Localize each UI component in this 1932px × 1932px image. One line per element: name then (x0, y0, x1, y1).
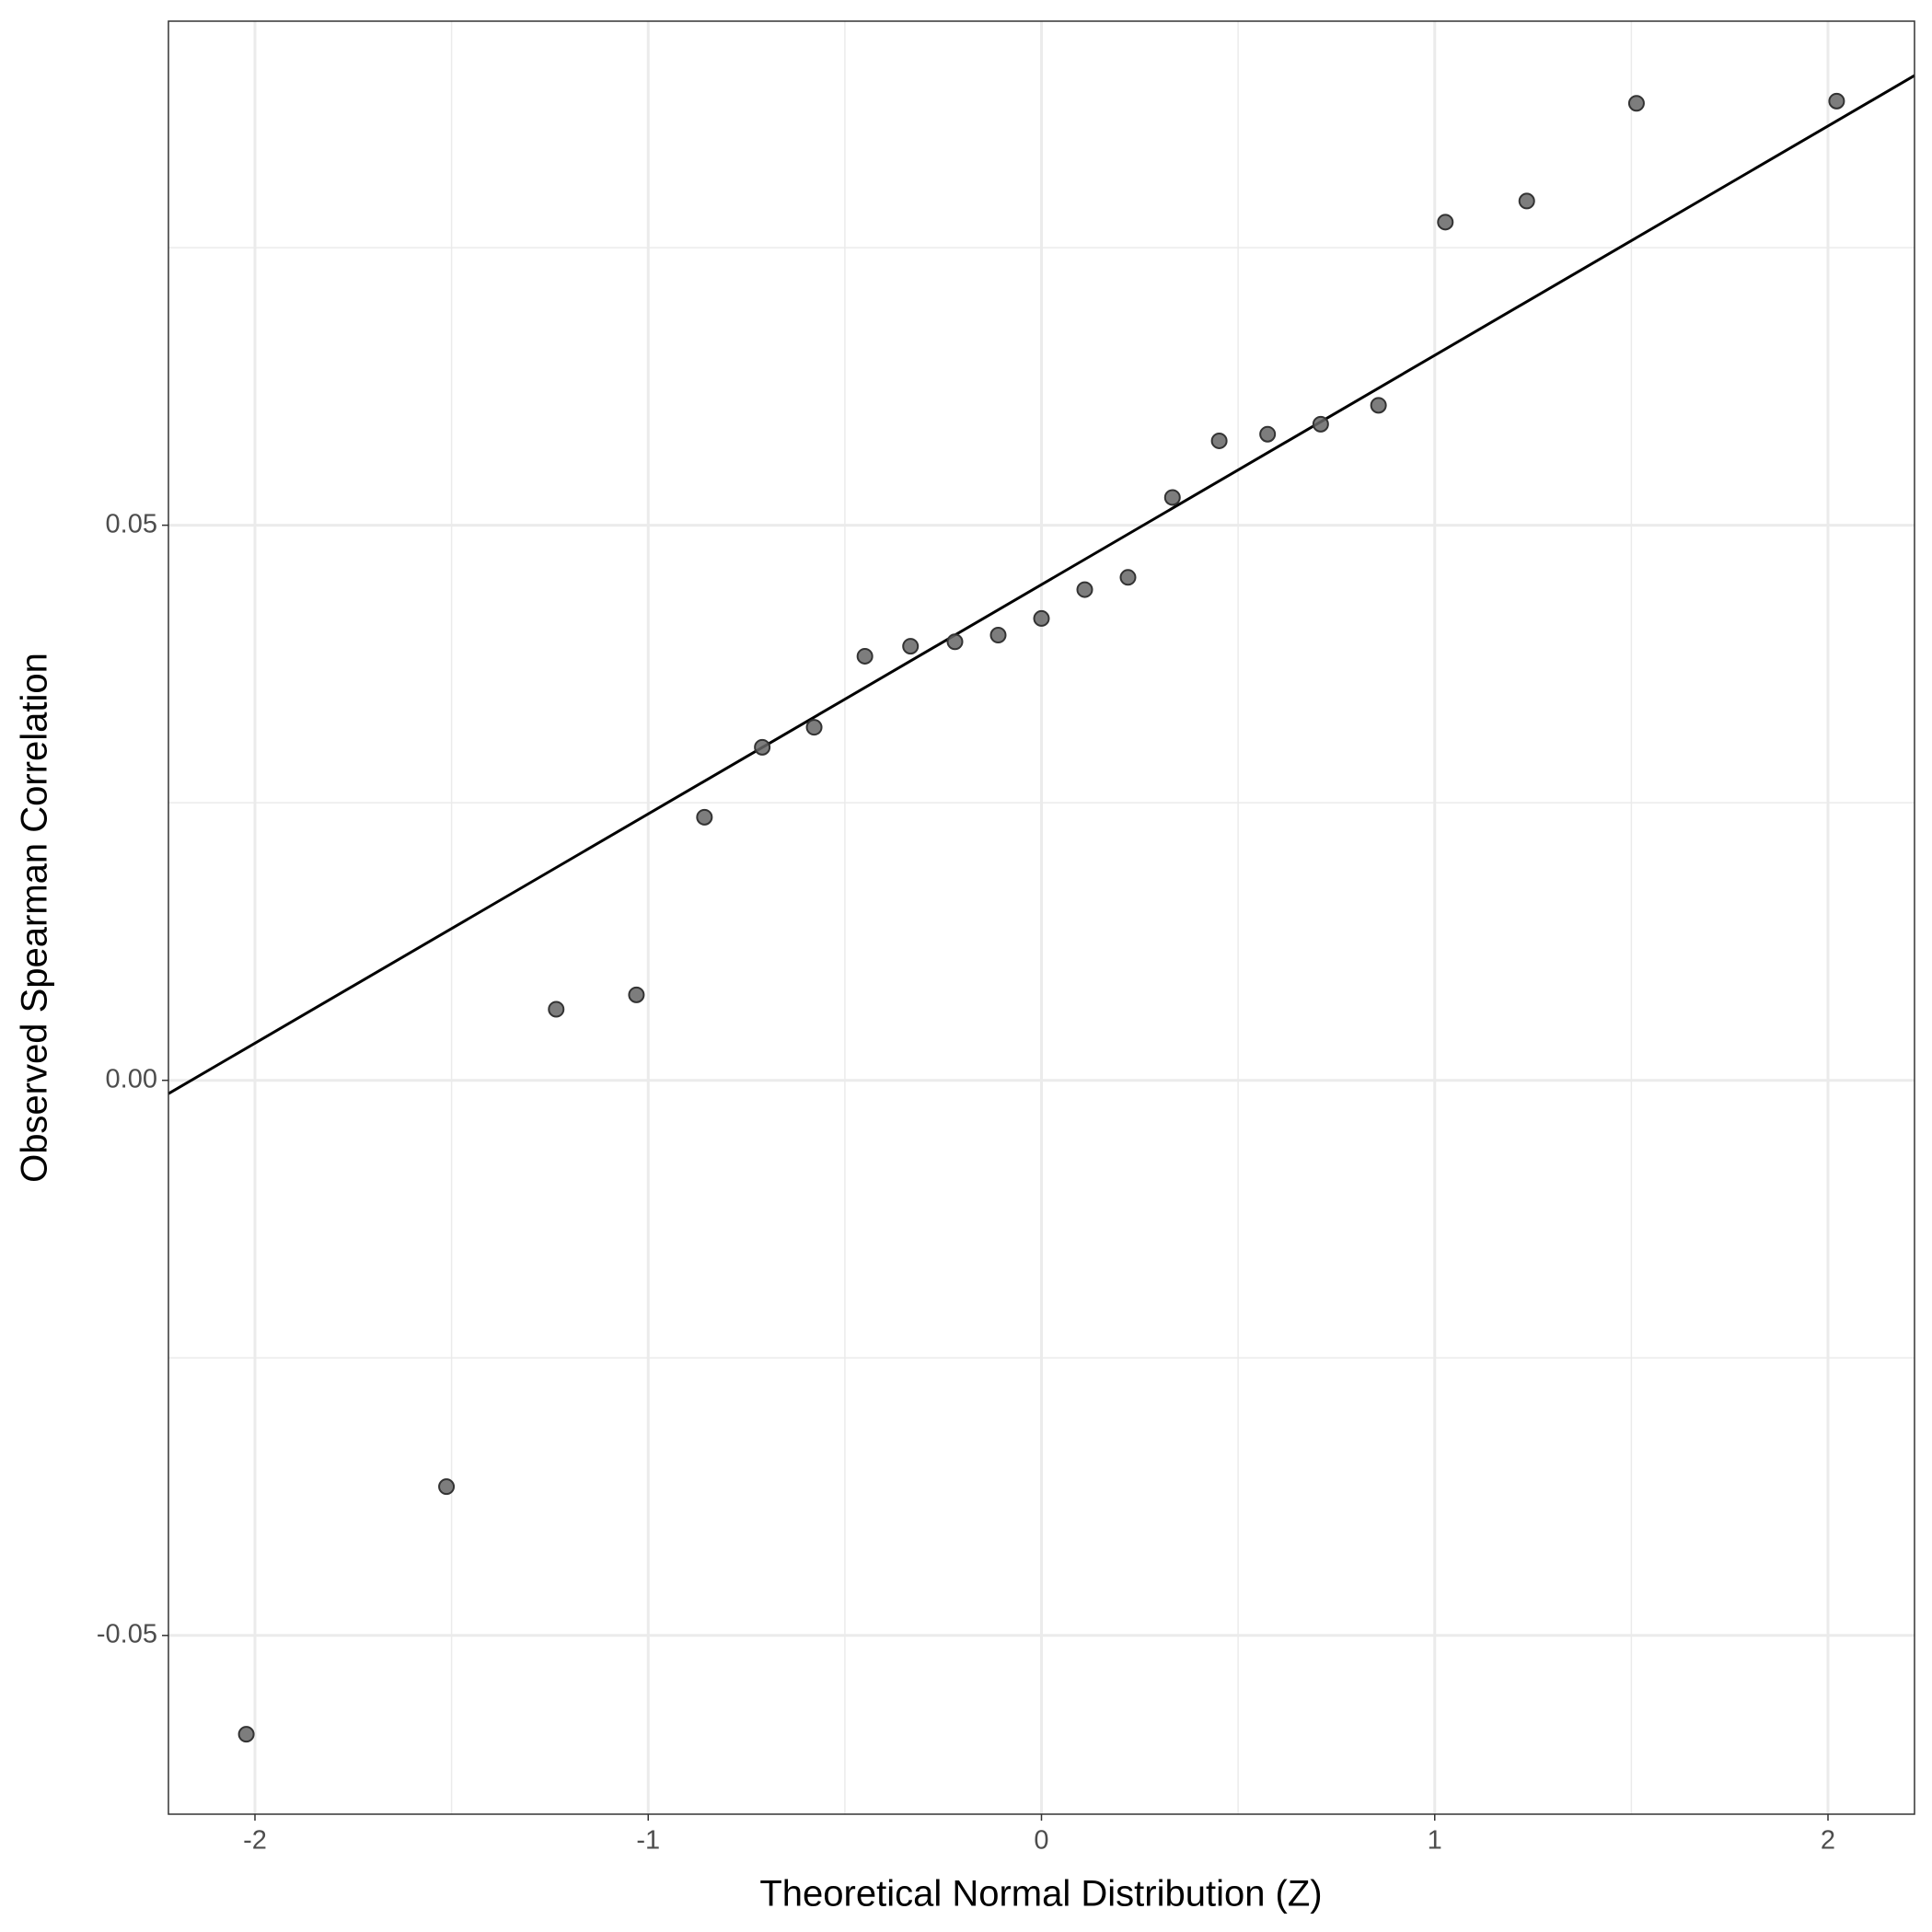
point (1370, 397, 1387, 414)
point (1076, 581, 1093, 598)
point (628, 986, 645, 1003)
point (989, 627, 1007, 644)
x-tick-label: 0 (1034, 1826, 1048, 1856)
point (1210, 432, 1228, 449)
point (696, 808, 713, 826)
point (1033, 609, 1050, 627)
panel-border (168, 20, 1915, 1815)
y-tick-label: -0.05 (97, 1619, 157, 1649)
x-tick-label: -2 (243, 1826, 267, 1856)
reference-line (168, 74, 1915, 1095)
point (438, 1478, 456, 1496)
point (856, 647, 873, 665)
x-tick-label: 1 (1428, 1826, 1442, 1856)
x-axis-title: Theoretical Normal Distribution (Z) (759, 1874, 1322, 1915)
y-tick-label: 0.00 (106, 1064, 157, 1093)
point (237, 1726, 255, 1743)
point (754, 738, 771, 756)
point (1259, 425, 1277, 443)
point (805, 719, 823, 736)
point (946, 633, 964, 651)
point (1437, 214, 1454, 231)
x-tick-label: 2 (1821, 1826, 1835, 1856)
point (1163, 489, 1181, 506)
point (1312, 415, 1329, 433)
point (1518, 192, 1535, 210)
y-axis-title: Observed Spearman Correlation (15, 653, 55, 1183)
point (902, 638, 920, 655)
point (548, 1001, 565, 1018)
point (1627, 95, 1645, 112)
y-tick-label: 0.05 (106, 509, 157, 538)
point (1119, 569, 1137, 586)
x-tick-label: -1 (636, 1826, 660, 1856)
point (1828, 92, 1845, 110)
